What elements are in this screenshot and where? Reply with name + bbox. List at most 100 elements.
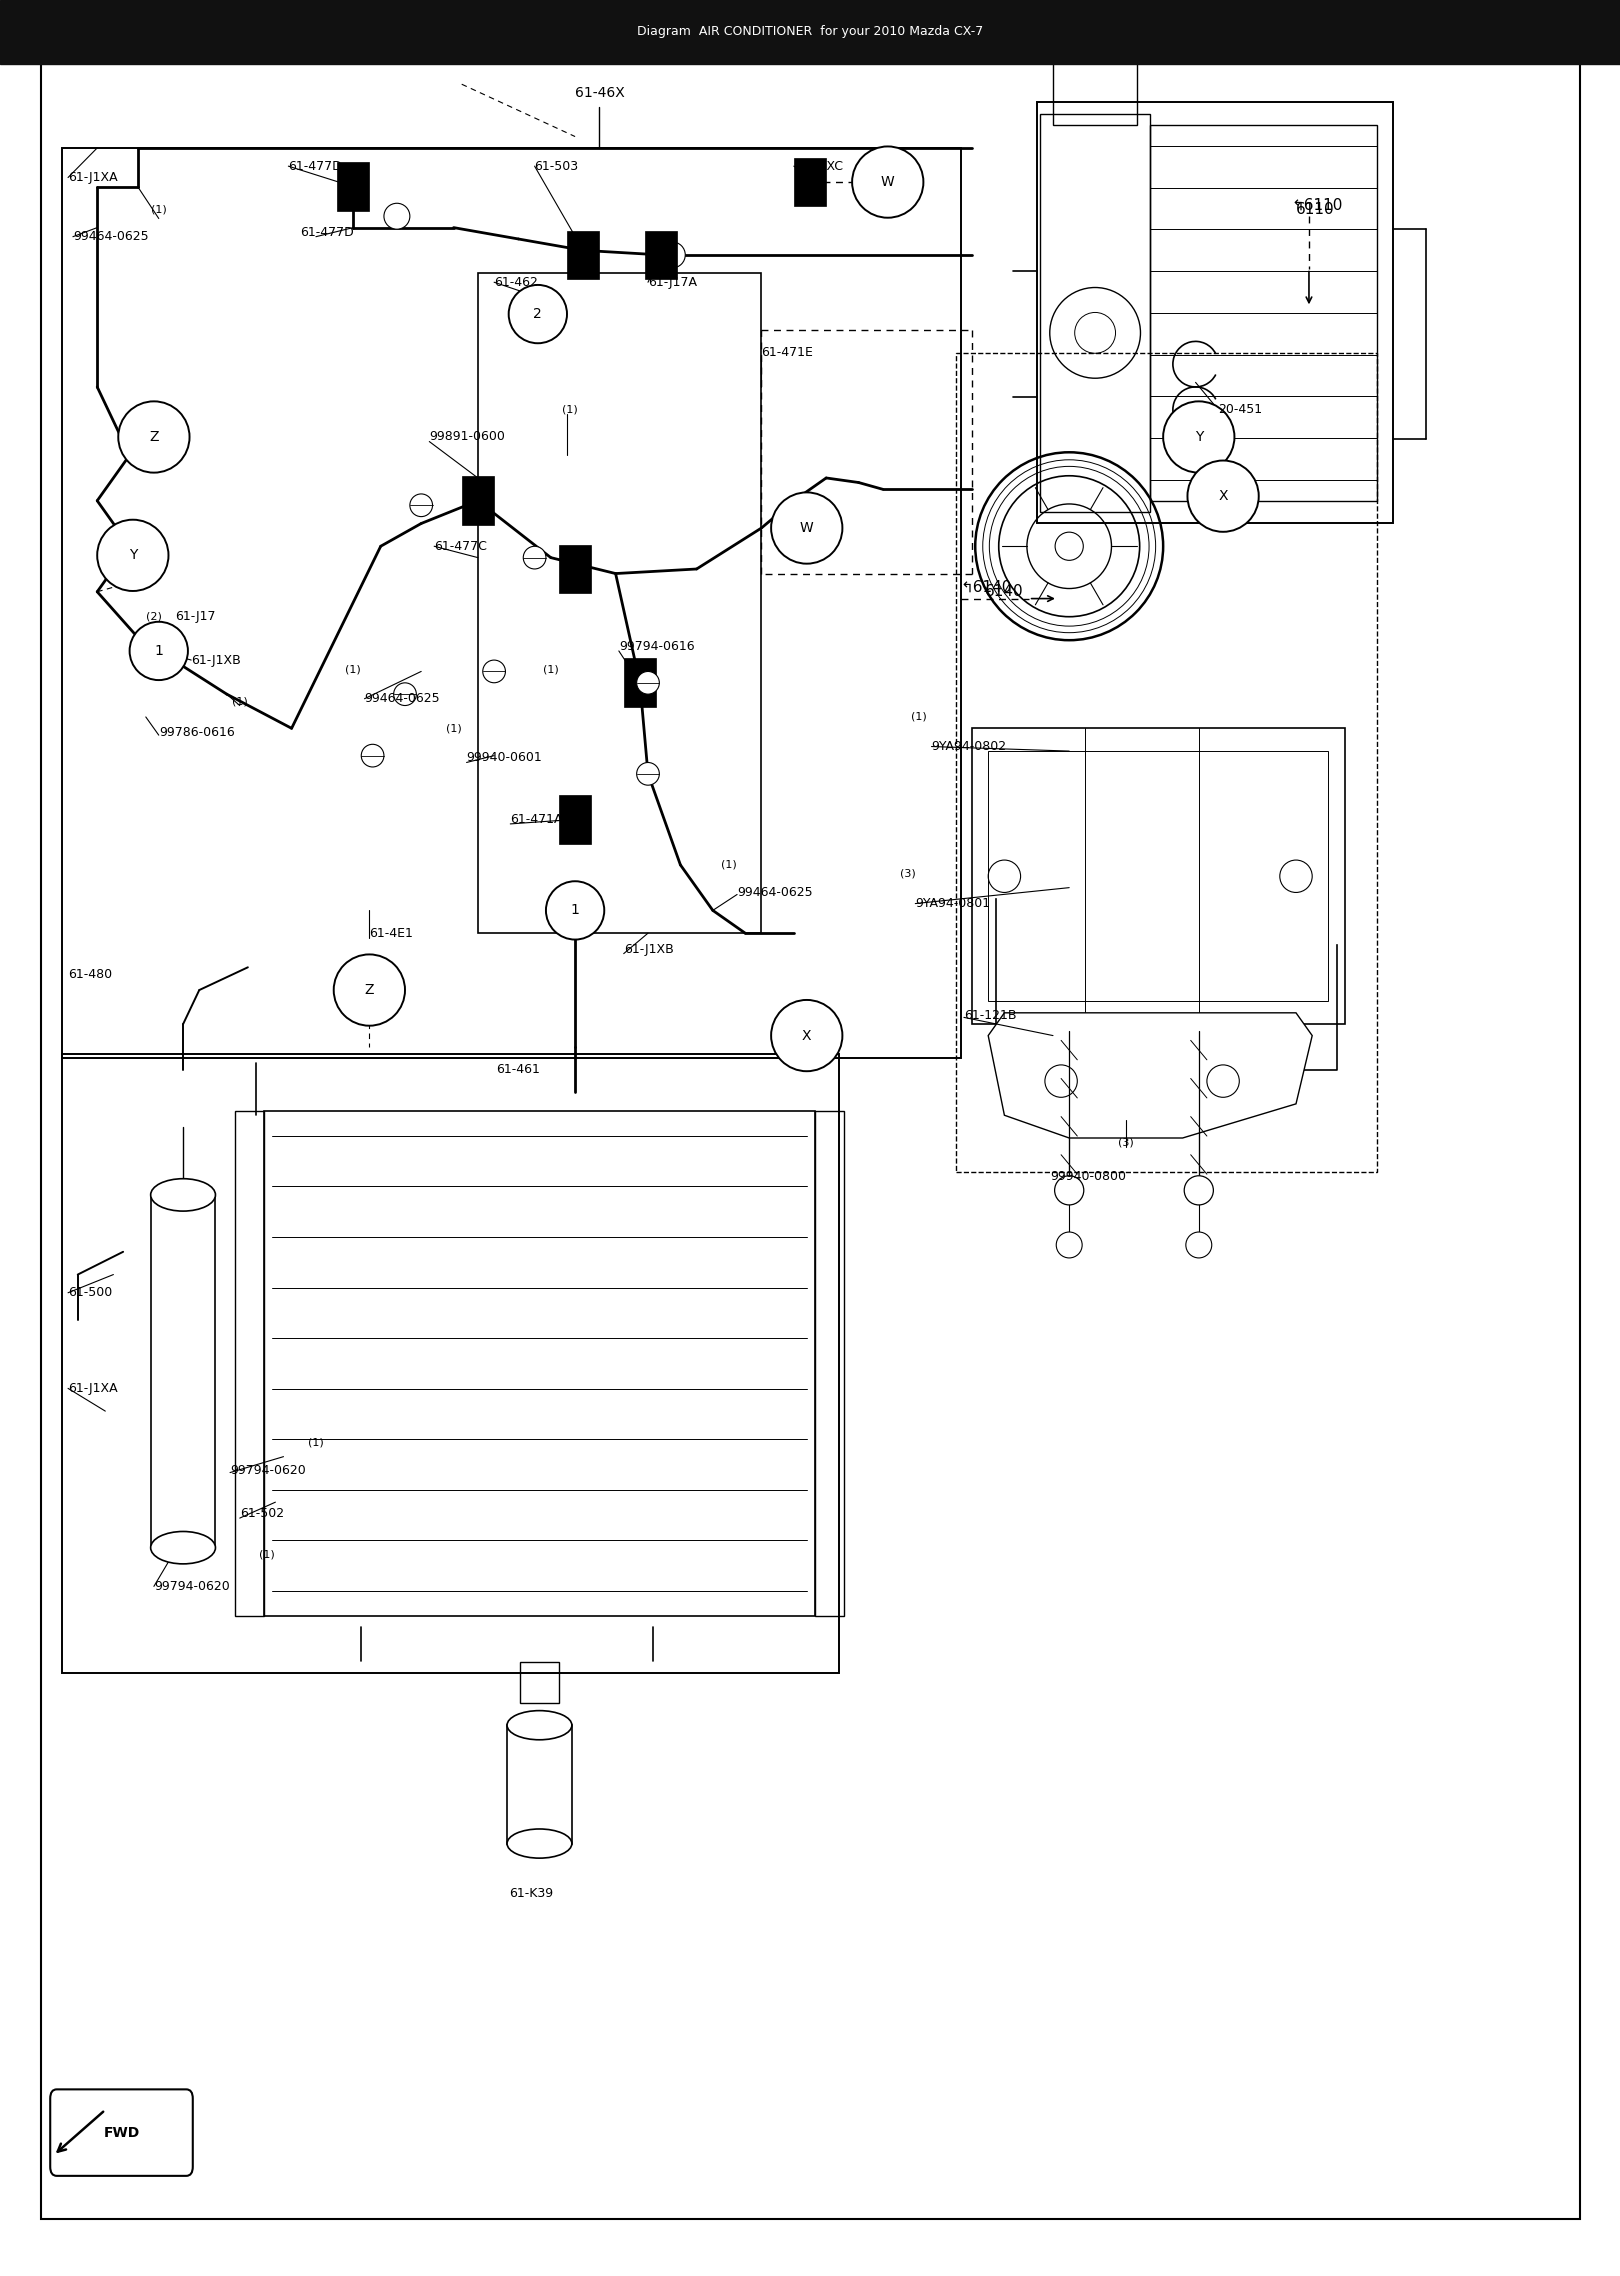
Bar — [1053, 46, 1137, 125]
Bar — [559, 794, 591, 844]
Text: 1: 1 — [570, 904, 580, 917]
Ellipse shape — [1056, 1231, 1082, 1259]
Bar — [956, 353, 1377, 1172]
Ellipse shape — [361, 744, 384, 767]
Text: X: X — [1218, 489, 1228, 503]
Bar — [1150, 125, 1377, 501]
Ellipse shape — [771, 999, 842, 1072]
Text: Z: Z — [149, 430, 159, 444]
Text: 61-502: 61-502 — [240, 1507, 284, 1520]
Text: 99786-0616: 99786-0616 — [159, 726, 235, 740]
Bar — [624, 658, 656, 708]
Bar — [815, 1111, 844, 1616]
Ellipse shape — [410, 494, 433, 517]
Bar — [972, 728, 1345, 1024]
Text: 61-121B: 61-121B — [964, 1008, 1016, 1022]
Ellipse shape — [1186, 1231, 1212, 1259]
Bar — [507, 1725, 572, 1844]
Text: 99464-0625: 99464-0625 — [73, 230, 149, 244]
Bar — [1040, 114, 1150, 512]
Text: ↰6110: ↰6110 — [1291, 198, 1343, 212]
Text: 61-471E: 61-471E — [761, 346, 813, 360]
Bar — [1037, 102, 1393, 523]
Text: Y: Y — [128, 549, 138, 562]
Bar — [794, 157, 826, 207]
Bar — [0, 0, 1620, 64]
Text: (1): (1) — [446, 724, 462, 733]
Bar — [235, 1111, 264, 1616]
Text: 61-K39: 61-K39 — [509, 1887, 554, 1900]
Text: (1): (1) — [721, 860, 737, 869]
Text: W: W — [881, 175, 894, 189]
Bar — [645, 230, 677, 280]
Text: X: X — [802, 1029, 812, 1042]
Text: 61-462: 61-462 — [494, 275, 538, 289]
Text: 61-471A: 61-471A — [510, 813, 562, 826]
Text: (1): (1) — [259, 1550, 275, 1559]
Text: 6140: 6140 — [985, 585, 1024, 599]
Text: 61-J1XB: 61-J1XB — [191, 653, 241, 667]
Ellipse shape — [546, 881, 604, 940]
Text: 61-J1XC: 61-J1XC — [794, 159, 842, 173]
Ellipse shape — [130, 621, 188, 681]
Ellipse shape — [151, 1179, 215, 1211]
Ellipse shape — [483, 660, 505, 683]
FancyBboxPatch shape — [50, 2089, 193, 2176]
Text: (1): (1) — [151, 205, 167, 214]
Text: (1): (1) — [562, 405, 578, 414]
Text: (1): (1) — [910, 712, 927, 721]
Ellipse shape — [97, 519, 168, 592]
Text: 99940-0601: 99940-0601 — [467, 751, 543, 765]
Text: 61-4E1: 61-4E1 — [369, 926, 413, 940]
Ellipse shape — [1055, 1177, 1084, 1204]
Bar — [567, 230, 599, 280]
Bar — [462, 476, 494, 526]
Text: 61-46X: 61-46X — [575, 86, 624, 100]
Text: Z: Z — [364, 983, 374, 997]
Ellipse shape — [1055, 533, 1084, 560]
Ellipse shape — [637, 762, 659, 785]
Text: 61-J1XB: 61-J1XB — [624, 942, 674, 956]
Text: FWD: FWD — [104, 2126, 139, 2139]
Text: 61-461: 61-461 — [496, 1063, 541, 1077]
Ellipse shape — [509, 284, 567, 344]
Text: 99940-0800: 99940-0800 — [1050, 1170, 1126, 1184]
Text: 61-J17: 61-J17 — [175, 610, 215, 624]
Ellipse shape — [394, 683, 416, 706]
Text: (2): (2) — [146, 612, 162, 621]
Text: 61-503: 61-503 — [535, 159, 578, 173]
Ellipse shape — [384, 203, 410, 230]
Ellipse shape — [334, 954, 405, 1026]
Text: 61-J1XA: 61-J1XA — [68, 171, 118, 184]
Ellipse shape — [1184, 1177, 1213, 1204]
Text: 2: 2 — [533, 307, 543, 321]
Ellipse shape — [118, 401, 190, 473]
Text: 1: 1 — [154, 644, 164, 658]
Text: 9YA94-0801: 9YA94-0801 — [915, 897, 990, 910]
Text: 9YA94-0802: 9YA94-0802 — [931, 740, 1006, 753]
Text: 61-480: 61-480 — [68, 967, 112, 981]
Text: 99464-0625: 99464-0625 — [364, 692, 441, 706]
Text: 6110: 6110 — [1296, 203, 1335, 216]
Bar — [478, 273, 761, 933]
Bar — [62, 148, 961, 1058]
Text: 99794-0616: 99794-0616 — [619, 640, 695, 653]
Text: (1): (1) — [308, 1438, 324, 1448]
Text: 61-J1XA: 61-J1XA — [68, 1382, 118, 1395]
Text: 61-500: 61-500 — [68, 1286, 112, 1300]
Text: (1): (1) — [232, 696, 248, 706]
Text: 20-451: 20-451 — [1218, 403, 1262, 417]
Bar — [520, 1661, 559, 1702]
Text: 99464-0625: 99464-0625 — [737, 885, 813, 899]
Ellipse shape — [1163, 401, 1234, 473]
Bar — [264, 1111, 815, 1616]
Text: (1): (1) — [543, 665, 559, 674]
Ellipse shape — [507, 1830, 572, 1857]
Ellipse shape — [523, 546, 546, 569]
Text: 61-J17A: 61-J17A — [648, 275, 697, 289]
Bar — [988, 751, 1328, 1001]
Text: (1): (1) — [345, 665, 361, 674]
Bar — [337, 162, 369, 212]
Ellipse shape — [659, 241, 685, 269]
Text: Y: Y — [1194, 430, 1204, 444]
